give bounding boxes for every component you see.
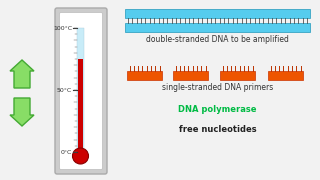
FancyBboxPatch shape	[55, 8, 107, 174]
FancyBboxPatch shape	[60, 12, 102, 170]
Bar	[173, 71, 208, 80]
Bar	[127, 71, 162, 80]
Bar	[78, 59, 83, 152]
Bar	[77, 28, 84, 152]
Text: single-stranded DNA primers: single-stranded DNA primers	[162, 83, 273, 92]
FancyArrow shape	[10, 98, 34, 126]
Text: 50°C: 50°C	[57, 87, 72, 93]
Bar	[220, 71, 255, 80]
FancyArrow shape	[10, 60, 34, 88]
Text: 0°C: 0°C	[60, 150, 72, 154]
Text: DNA polymerase: DNA polymerase	[178, 105, 257, 114]
Bar	[125, 23, 310, 32]
Text: 100°C: 100°C	[53, 26, 72, 30]
Bar	[125, 9, 310, 18]
Text: free nucleotides: free nucleotides	[179, 125, 256, 134]
Bar	[268, 71, 303, 80]
Circle shape	[73, 148, 89, 164]
Text: double-stranded DNA to be amplified: double-stranded DNA to be amplified	[146, 35, 289, 44]
